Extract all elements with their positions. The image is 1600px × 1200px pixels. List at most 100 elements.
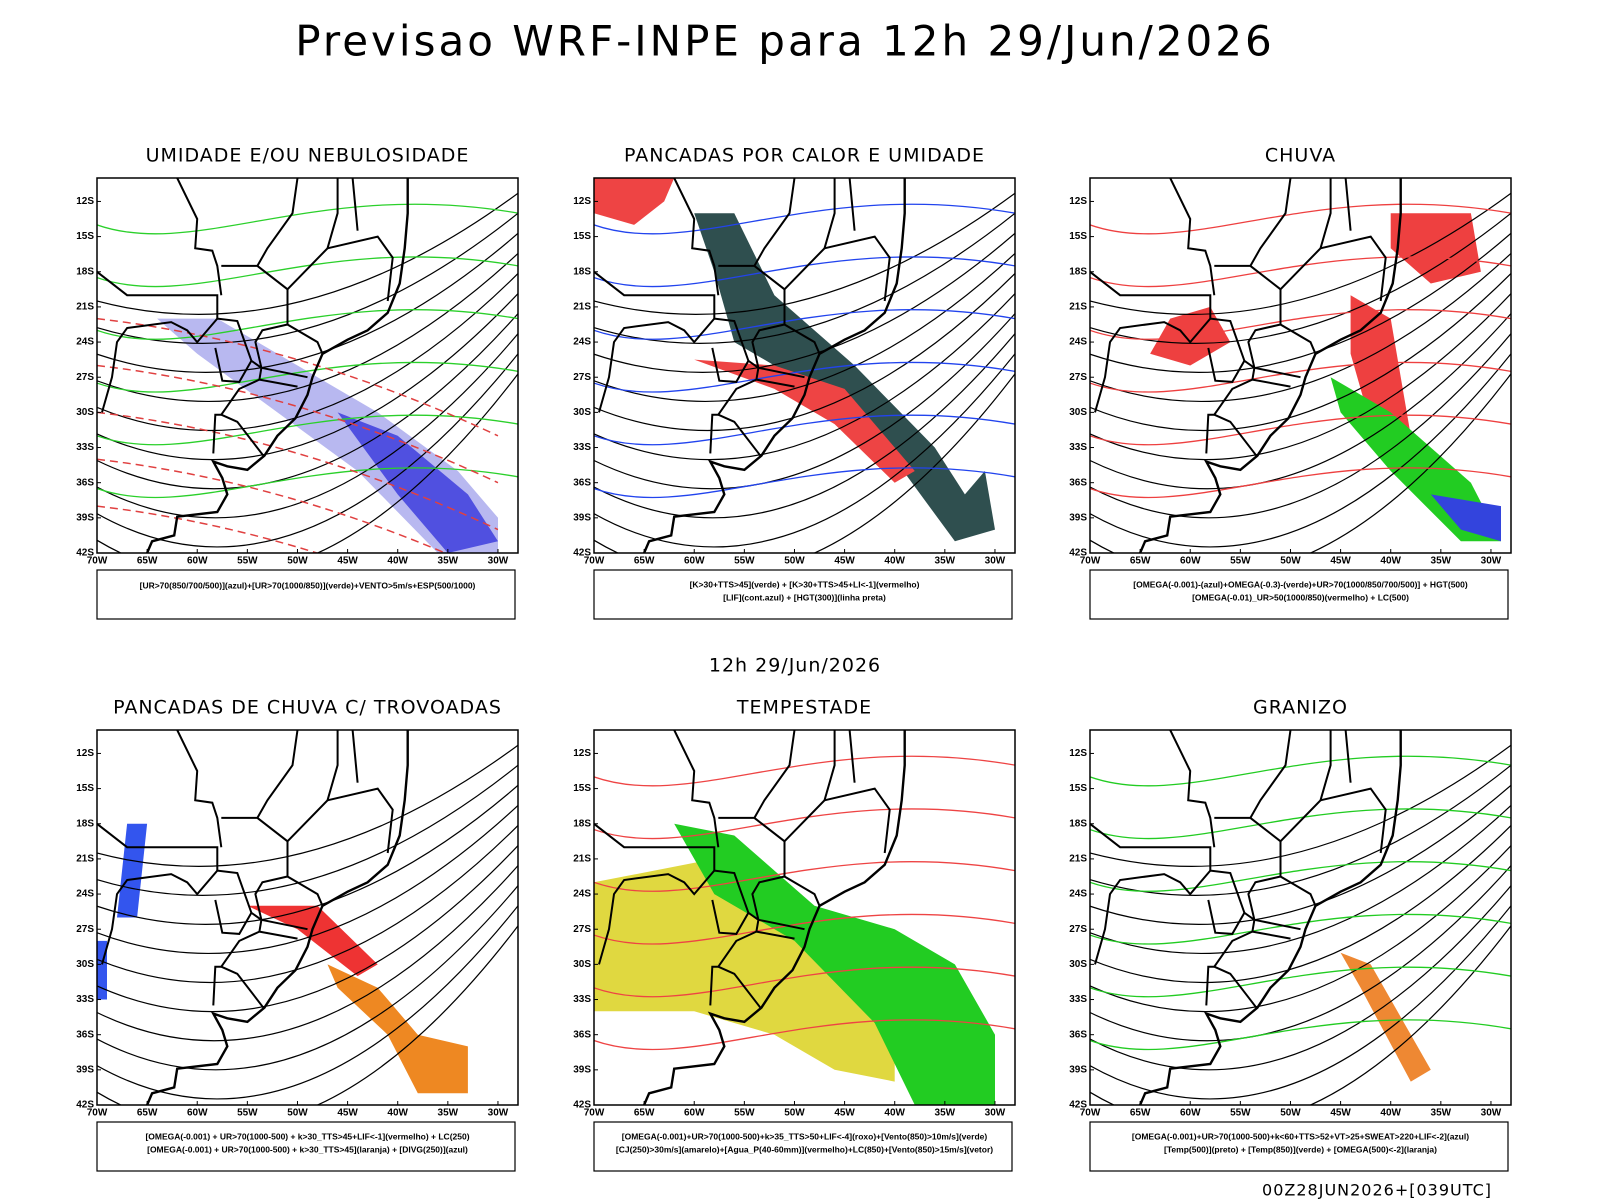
overlay-line	[1090, 256, 1511, 288]
border	[783, 730, 836, 842]
lat-label: 30S	[1069, 407, 1087, 418]
lat-label: 36S	[573, 1029, 591, 1040]
border	[254, 323, 308, 379]
border	[256, 178, 299, 267]
contour-line	[97, 904, 518, 1100]
legend-text: [OMEGA(-0.01)_UR>50(1000/850)(vermelho) …	[1192, 592, 1409, 602]
lon-label: 30W	[1481, 556, 1502, 567]
lon-label: 50W	[287, 1108, 308, 1119]
border	[351, 730, 359, 783]
lon-label: 45W	[834, 1108, 855, 1119]
border	[1249, 178, 1292, 267]
overlay-line	[594, 467, 1015, 499]
border	[1094, 317, 1212, 413]
contour-line	[594, 292, 1015, 461]
overlay-line	[1090, 203, 1511, 235]
dashed-line	[97, 411, 499, 531]
lat-label: 21S	[573, 302, 591, 313]
lon-label: 45W	[337, 556, 358, 567]
lat-label: 27S	[1069, 924, 1087, 935]
contour-line	[1090, 824, 1511, 984]
contour-line	[97, 824, 518, 984]
lat-label: 24S	[1069, 889, 1087, 900]
border	[1249, 730, 1292, 819]
contour-line	[97, 192, 518, 315]
legend-box	[1089, 1121, 1509, 1172]
overlay-line	[594, 913, 1015, 945]
dashed-line	[97, 505, 320, 553]
legend-box	[593, 569, 1013, 620]
border	[1214, 264, 1317, 355]
dashed-line	[97, 317, 499, 437]
contour-line	[97, 744, 518, 867]
contour-line	[1090, 924, 1511, 1105]
border	[1344, 178, 1352, 231]
overlay-line	[594, 309, 1015, 340]
border	[751, 323, 805, 379]
map-frame	[593, 729, 1016, 1106]
border	[221, 264, 324, 355]
lon-label: 55W	[734, 1108, 755, 1119]
lat-label: 27S	[573, 372, 591, 383]
lon-label: 35W	[1431, 556, 1452, 567]
lat-label: 15S	[76, 231, 94, 242]
lat-label: 42S	[573, 548, 591, 559]
overlay-line	[1090, 861, 1511, 892]
lat-label: 12S	[1069, 748, 1087, 759]
border	[1094, 869, 1212, 965]
contour-line	[594, 212, 1015, 344]
lat-label: 18S	[76, 818, 94, 829]
lat-label: 18S	[76, 266, 94, 277]
contour-line	[1090, 192, 1511, 315]
lat-label: 12S	[76, 196, 94, 207]
border	[1207, 899, 1246, 935]
border	[711, 899, 750, 935]
border	[1205, 413, 1215, 454]
border	[711, 347, 750, 383]
lat-label: 18S	[573, 818, 591, 829]
legend-box	[96, 1121, 516, 1172]
lon-label: 55W	[734, 556, 755, 567]
map-frame	[1089, 177, 1512, 554]
field-shading	[117, 823, 148, 918]
contour-line	[97, 804, 518, 955]
border	[1252, 378, 1291, 388]
panel-title: CHUVA	[1265, 145, 1336, 167]
lon-label: 65W	[634, 1108, 655, 1119]
coastline	[145, 730, 409, 1105]
field-shading	[327, 964, 468, 1094]
lat-label: 27S	[76, 924, 94, 935]
map-frame	[593, 177, 1016, 554]
map-area	[1090, 730, 1511, 1105]
lon-label: 55W	[237, 1108, 258, 1119]
overlay-line	[594, 361, 1015, 393]
lat-label: 42S	[76, 548, 94, 559]
legend-text: [OMEGA(-0.001)+UR>70(1000-500)+k<60+TTS>…	[1132, 1131, 1469, 1141]
lat-label: 24S	[1069, 337, 1087, 348]
border	[254, 875, 308, 931]
map-panel: UMIDADE E/OU NEBULOSIDADE 12S 15S 18S 21S 24S…	[76, 145, 519, 620]
lat-label: 15S	[1069, 231, 1087, 242]
contour-line	[594, 232, 1015, 373]
lat-label: 24S	[76, 337, 94, 348]
legend-box	[1089, 569, 1509, 620]
contour-line	[1090, 844, 1511, 1013]
field-shading	[1430, 494, 1501, 542]
lat-label: 18S	[573, 266, 591, 277]
contour-line	[1090, 312, 1511, 490]
border	[1247, 875, 1301, 931]
lon-label: 70W	[1080, 556, 1101, 567]
lon-label: 70W	[87, 1108, 108, 1119]
lat-label: 33S	[573, 442, 591, 453]
lon-label: 30W	[1481, 1108, 1502, 1119]
lat-label: 15S	[573, 231, 591, 242]
lon-label: 30W	[985, 1108, 1006, 1119]
legend-text: [UR>70(850/700/500)](azul)+[UR>70(1000/8…	[140, 580, 476, 590]
border	[214, 347, 253, 383]
lon-label: 35W	[1431, 1108, 1452, 1119]
lon-label: 65W	[137, 1108, 158, 1119]
lon-label: 50W	[287, 556, 308, 567]
lat-label: 33S	[573, 994, 591, 1005]
lat-label: 24S	[573, 889, 591, 900]
lat-label: 30S	[1069, 959, 1087, 970]
